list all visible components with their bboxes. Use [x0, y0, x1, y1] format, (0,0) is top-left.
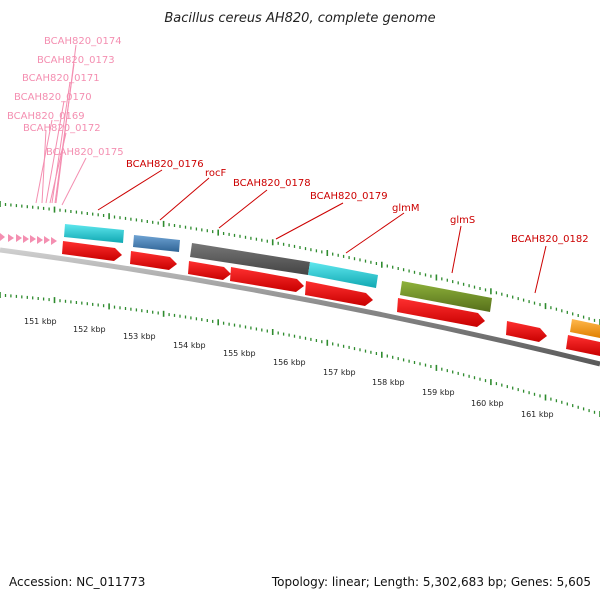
gene-label-bcah820-0175[interactable]: BCAH820_0175: [46, 147, 124, 158]
gene-label-bcah820-0178[interactable]: BCAH820_0178: [233, 178, 311, 189]
leader-line: [159, 177, 210, 221]
leader-line: [345, 212, 405, 254]
scale-label: 156 kbp: [273, 358, 306, 367]
map-title: Bacillus cereus AH820, complete genome: [164, 11, 435, 26]
scale-label: 152 kbp: [73, 325, 106, 334]
feature-cyan: [308, 262, 378, 288]
pink-gene-arrow: [0, 233, 5, 241]
genome-summary-text: Topology: linear; Length: 5,302,683 bp; …: [271, 575, 591, 589]
leader-line: [97, 169, 163, 211]
leader-line: [49, 132, 67, 204]
feature-track: [64, 224, 600, 338]
feature-dark-gray: [190, 243, 310, 275]
feature-olive: [400, 281, 492, 312]
accession-text: Accession: NC_011773: [9, 575, 145, 589]
lower-tick-track: [0, 292, 600, 417]
pink-gene-arrow: [23, 235, 29, 243]
pink-gene-arrow: [30, 235, 36, 243]
cds-arrow: [305, 281, 373, 306]
gene-label-glmm[interactable]: glmM: [392, 203, 420, 214]
cds-arrow: [506, 321, 547, 342]
leader-line: [41, 129, 47, 204]
scale-label: 161 kbp: [521, 410, 554, 419]
genome-backbone: [0, 247, 600, 367]
gene-label-bcah820-0171[interactable]: BCAH820_0171: [22, 73, 100, 84]
gene-label-glms[interactable]: glmS: [450, 215, 475, 226]
scale-label: 153 kbp: [123, 332, 156, 341]
feature-cyan: [64, 224, 124, 243]
gene-label-bcah820-0170[interactable]: BCAH820_0170: [14, 92, 92, 103]
scale-label: 154 kbp: [173, 341, 206, 350]
scale-label: 155 kbp: [223, 349, 256, 358]
pink-gene-cluster: [0, 233, 57, 245]
leader-line: [451, 225, 462, 274]
leader-line: [275, 202, 344, 240]
gene-label-bcah820-0174[interactable]: BCAH820_0174: [44, 36, 122, 47]
feature-orange: [570, 319, 600, 338]
leader-line: [45, 100, 65, 204]
scale-label: 159 kbp: [422, 388, 455, 397]
pink-gene-arrow: [8, 234, 14, 242]
cds-arrow: [130, 251, 177, 270]
cds-arrow: [566, 335, 600, 356]
scale-labels: 151 kbp 152 kbp 153 kbp 154 kbp 155 kbp …: [24, 317, 554, 419]
gene-label-bcah820-0176[interactable]: BCAH820_0176: [126, 159, 204, 170]
gene-labels: BCAH820_0174 BCAH820_0173 BCAH820_0171 B…: [7, 36, 589, 245]
gene-label-bcah820-0169[interactable]: BCAH820_0169: [7, 111, 85, 122]
pink-gene-arrow: [16, 234, 22, 242]
leader-line: [54, 63, 75, 204]
gene-label-bcah820-0173[interactable]: BCAH820_0173: [37, 55, 115, 66]
pink-gene-arrow: [51, 237, 57, 245]
cds-arrow: [62, 241, 122, 261]
cds-arrow: [230, 267, 304, 292]
pink-gene-arrow: [37, 236, 43, 244]
pink-leader-lines: [35, 44, 87, 206]
gene-label-bcah820-0172[interactable]: BCAH820_0172: [23, 123, 101, 134]
pink-gene-arrow: [44, 236, 50, 244]
upper-tick-track: [0, 201, 600, 325]
scale-label: 151 kbp: [24, 317, 57, 326]
leader-line: [218, 189, 268, 229]
gene-label-rocf[interactable]: rocF: [205, 168, 227, 179]
leader-line: [534, 245, 547, 294]
cds-arrow: [397, 298, 485, 327]
gene-label-bcah820-0179[interactable]: BCAH820_0179: [310, 191, 388, 202]
cds-track: [62, 241, 600, 356]
red-leader-lines: [97, 169, 547, 294]
leader-line: [61, 157, 87, 206]
feature-steel-blue: [133, 235, 180, 252]
scale-label: 157 kbp: [323, 368, 356, 377]
gene-label-bcah820-0182[interactable]: BCAH820_0182: [511, 234, 589, 245]
scale-label: 160 kbp: [471, 399, 504, 408]
scale-label: 158 kbp: [372, 378, 405, 387]
cds-arrow: [188, 261, 231, 280]
